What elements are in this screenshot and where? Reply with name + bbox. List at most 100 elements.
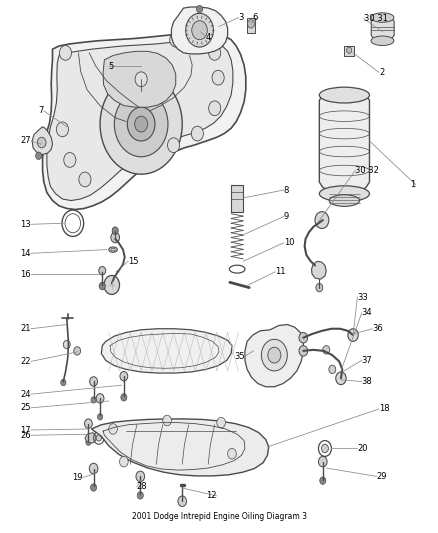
Polygon shape <box>103 51 176 107</box>
Ellipse shape <box>299 345 307 356</box>
Text: 18: 18 <box>379 405 390 414</box>
Ellipse shape <box>228 448 236 459</box>
Ellipse shape <box>299 333 307 343</box>
Polygon shape <box>47 41 233 200</box>
Ellipse shape <box>208 101 221 116</box>
Polygon shape <box>92 419 269 476</box>
Ellipse shape <box>98 414 102 420</box>
Ellipse shape <box>60 45 71 60</box>
Text: 36: 36 <box>372 324 383 333</box>
Ellipse shape <box>319 186 370 201</box>
Ellipse shape <box>329 365 336 374</box>
Ellipse shape <box>99 266 106 275</box>
Text: 29: 29 <box>377 472 387 481</box>
Text: 7: 7 <box>39 107 44 116</box>
Ellipse shape <box>323 345 330 354</box>
Ellipse shape <box>170 33 182 47</box>
Text: 16: 16 <box>20 270 31 279</box>
Text: 21: 21 <box>21 324 31 333</box>
Text: 10: 10 <box>284 238 294 247</box>
Text: 5: 5 <box>109 62 114 70</box>
Text: 17: 17 <box>20 425 31 434</box>
Polygon shape <box>85 433 96 443</box>
Polygon shape <box>171 7 228 54</box>
Ellipse shape <box>90 377 98 386</box>
Ellipse shape <box>61 379 66 386</box>
Ellipse shape <box>261 340 287 371</box>
Ellipse shape <box>135 72 147 87</box>
Ellipse shape <box>99 282 105 290</box>
Text: 34: 34 <box>362 309 372 318</box>
Ellipse shape <box>168 138 180 152</box>
Ellipse shape <box>371 36 394 45</box>
Ellipse shape <box>247 20 254 28</box>
Ellipse shape <box>79 172 91 187</box>
Bar <box>344 46 354 55</box>
Ellipse shape <box>91 397 96 403</box>
Ellipse shape <box>346 47 352 53</box>
Ellipse shape <box>178 496 187 506</box>
Ellipse shape <box>57 122 68 137</box>
Ellipse shape <box>319 87 370 103</box>
Text: 20: 20 <box>357 444 368 453</box>
Text: 8: 8 <box>284 185 289 195</box>
Ellipse shape <box>74 346 81 355</box>
Ellipse shape <box>100 74 182 174</box>
Ellipse shape <box>336 372 346 385</box>
Text: 35: 35 <box>234 352 245 361</box>
Ellipse shape <box>212 70 224 85</box>
Bar <box>247 18 255 34</box>
Ellipse shape <box>371 13 394 22</box>
Text: 3: 3 <box>238 13 244 22</box>
Ellipse shape <box>64 152 76 167</box>
Text: 2001 Dodge Intrepid Engine Oiling Diagram 3: 2001 Dodge Intrepid Engine Oiling Diagra… <box>131 512 307 521</box>
Ellipse shape <box>191 126 203 141</box>
Ellipse shape <box>109 247 117 252</box>
Ellipse shape <box>163 415 171 426</box>
Ellipse shape <box>114 91 168 157</box>
Ellipse shape <box>37 138 46 148</box>
Text: 12: 12 <box>206 491 217 500</box>
Ellipse shape <box>329 195 360 206</box>
Text: 25: 25 <box>21 403 31 413</box>
Ellipse shape <box>104 276 120 294</box>
Ellipse shape <box>134 116 148 132</box>
Ellipse shape <box>192 21 207 39</box>
Ellipse shape <box>109 424 117 434</box>
Ellipse shape <box>89 463 98 474</box>
Text: 33: 33 <box>357 293 368 302</box>
Ellipse shape <box>64 341 70 349</box>
Ellipse shape <box>120 372 128 381</box>
Ellipse shape <box>197 5 202 13</box>
Polygon shape <box>371 15 394 41</box>
Text: 11: 11 <box>275 267 286 276</box>
Polygon shape <box>32 127 53 155</box>
Ellipse shape <box>217 417 226 428</box>
Text: 38: 38 <box>362 377 372 386</box>
Ellipse shape <box>96 435 101 441</box>
Ellipse shape <box>137 492 143 499</box>
Ellipse shape <box>320 477 326 484</box>
Text: 22: 22 <box>21 357 31 366</box>
Text: 19: 19 <box>72 473 83 482</box>
Ellipse shape <box>91 484 97 491</box>
Ellipse shape <box>96 393 104 403</box>
Text: 9: 9 <box>284 212 289 221</box>
Ellipse shape <box>112 227 118 235</box>
Ellipse shape <box>321 444 328 453</box>
Text: 6: 6 <box>253 13 258 22</box>
Ellipse shape <box>121 393 127 401</box>
Ellipse shape <box>316 284 323 292</box>
Text: 24: 24 <box>21 390 31 399</box>
Text: 1: 1 <box>410 180 416 189</box>
Text: 2: 2 <box>379 68 384 77</box>
Polygon shape <box>245 325 304 387</box>
Ellipse shape <box>85 419 92 429</box>
Text: 30 32: 30 32 <box>355 166 379 175</box>
Ellipse shape <box>318 456 327 467</box>
Ellipse shape <box>268 347 281 363</box>
Ellipse shape <box>86 439 91 445</box>
Polygon shape <box>101 329 232 373</box>
Text: 15: 15 <box>128 257 139 266</box>
Polygon shape <box>319 90 370 193</box>
